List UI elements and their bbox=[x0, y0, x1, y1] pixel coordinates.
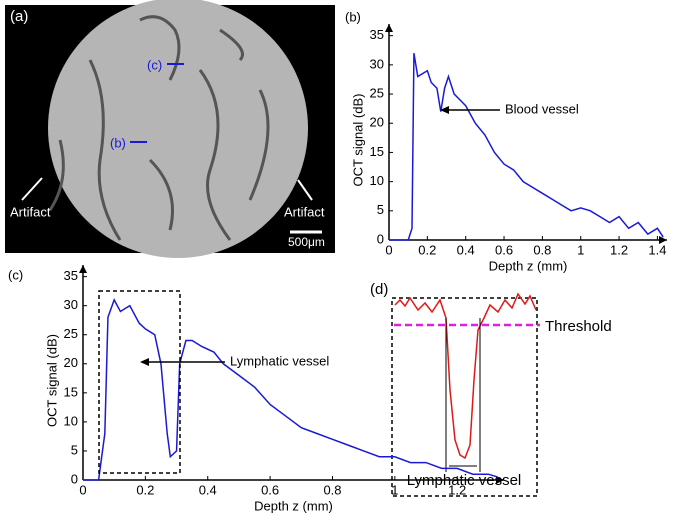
schematic-panel: (d) Threshold Lymphatic vessel bbox=[370, 281, 612, 497]
x-tick-label: 1 bbox=[391, 482, 398, 497]
x-tick-label: 1.2 bbox=[610, 242, 628, 257]
y-tick-label: 20 bbox=[370, 115, 384, 130]
annotation-arrowhead bbox=[140, 358, 149, 366]
marker-label: (b) bbox=[110, 135, 126, 150]
y-tick-label: 35 bbox=[64, 268, 78, 283]
x-tick-label: 0 bbox=[79, 482, 86, 497]
x-tick-label: 0.8 bbox=[323, 482, 341, 497]
data-line bbox=[83, 298, 498, 481]
y-tick-label: 25 bbox=[64, 326, 78, 341]
y-axis-label: OCT signal (dB) bbox=[44, 334, 59, 427]
x-tick-label: 0 bbox=[385, 242, 392, 257]
artifact-label: Artifact bbox=[284, 204, 325, 219]
x-tick-label: 1 bbox=[577, 242, 584, 257]
x-tick-label: 0.6 bbox=[261, 482, 279, 497]
artifact-label: Artifact bbox=[10, 204, 51, 219]
y-tick-label: 15 bbox=[370, 144, 384, 159]
y-tick-label: 25 bbox=[370, 85, 384, 100]
axis-arrow bbox=[496, 476, 504, 484]
y-tick-label: 0 bbox=[71, 471, 78, 486]
marker-label: (c) bbox=[147, 57, 162, 72]
x-axis-label: Depth z (mm) bbox=[254, 498, 333, 513]
data-line bbox=[389, 53, 664, 241]
y-tick-label: 15 bbox=[64, 384, 78, 399]
axis-arrow bbox=[659, 236, 667, 244]
image-panel: (a) (c) (b) Artifact Artifact 500μm bbox=[5, 0, 335, 258]
y-tick-label: 0 bbox=[377, 231, 384, 246]
highlight-box bbox=[98, 290, 181, 474]
annotation: Lymphatic vessel bbox=[230, 353, 329, 368]
artifact-arrow bbox=[21, 177, 43, 201]
threshold-label: Threshold bbox=[545, 318, 612, 335]
annotation-arrowhead bbox=[440, 106, 449, 114]
x-tick-label: 0.2 bbox=[136, 482, 154, 497]
oct-image bbox=[48, 0, 308, 258]
y-tick-label: 10 bbox=[64, 413, 78, 428]
y-axis-label: OCT signal (dB) bbox=[350, 94, 365, 187]
y-tick-label: 30 bbox=[64, 297, 78, 312]
artifact-arrow bbox=[297, 179, 313, 201]
x-axis-label: Depth z (mm) bbox=[489, 258, 568, 273]
x-tick-label: 0.4 bbox=[457, 242, 475, 257]
y-tick-label: 5 bbox=[377, 202, 384, 217]
x-tick-label: 0.4 bbox=[199, 482, 217, 497]
panel-label: (d) bbox=[370, 281, 388, 298]
axis-arrow bbox=[385, 24, 393, 32]
x-tick-label: 1.2 bbox=[448, 482, 466, 497]
panel-label: (b) bbox=[345, 9, 361, 24]
axis-arrow bbox=[79, 265, 87, 273]
x-tick-label: 0.2 bbox=[418, 242, 436, 257]
y-tick-label: 35 bbox=[370, 27, 384, 42]
x-tick-label: 1.4 bbox=[648, 242, 666, 257]
y-tick-label: 30 bbox=[370, 56, 384, 71]
schematic-frame bbox=[391, 297, 538, 497]
annotation: Blood vessel bbox=[505, 101, 579, 116]
signal-curve bbox=[394, 292, 537, 460]
panel-label: (c) bbox=[8, 267, 23, 282]
y-tick-label: 5 bbox=[71, 442, 78, 457]
panel-label: (a) bbox=[10, 8, 28, 25]
x-tick-label: 0.8 bbox=[533, 242, 551, 257]
y-tick-label: 20 bbox=[64, 355, 78, 370]
y-tick-label: 10 bbox=[370, 173, 384, 188]
x-tick-label: 0.6 bbox=[495, 242, 513, 257]
scale-bar-label: 500μm bbox=[288, 235, 325, 249]
